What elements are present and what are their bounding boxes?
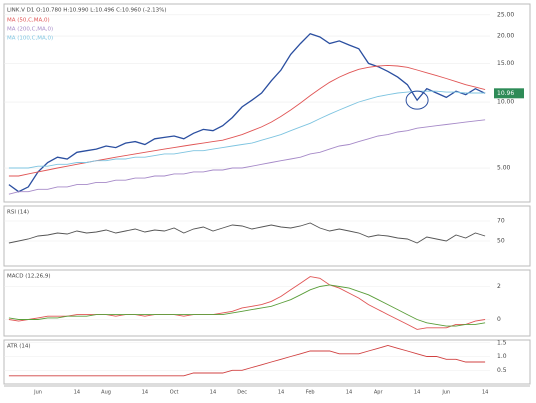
panel-frame (3, 205, 531, 267)
price-tag-label: 10.96 (497, 90, 514, 97)
legend-entry: MA (200,C,MA,0) (7, 27, 53, 33)
y-tick-label: 10.00 (497, 99, 514, 106)
series-line (8, 32, 486, 193)
panel-title: RSI (14) (7, 210, 29, 216)
x-tick-label: 14 (482, 390, 488, 396)
y-tick-label: 0 (497, 316, 501, 323)
x-tick-label: 14 (346, 390, 352, 396)
y-tick-label: 5.00 (497, 165, 511, 172)
x-tick-label: 14 (210, 390, 216, 396)
y-tick-label: 2 (497, 283, 501, 290)
price-tag (494, 88, 524, 99)
y-tick-label: 50 (497, 238, 505, 245)
panel-frame (3, 3, 531, 203)
panel-title: LINK.V D1 O:10.780 H:10.990 L:10.496 C:1… (7, 8, 167, 14)
x-tick-label: Dec (237, 390, 247, 396)
y-tick-label: 20.00 (497, 33, 514, 40)
x-tick-label: 14 (142, 390, 148, 396)
panel-frame (3, 269, 531, 337)
x-tick-label: Apr (374, 390, 384, 396)
series-line (8, 284, 486, 327)
panel-title: MACD (12,26,9) (7, 274, 51, 280)
series-line (8, 90, 486, 169)
panel-frame (3, 339, 531, 385)
y-tick-label: 1.0 (497, 353, 507, 360)
y-tick-label: 0.5 (497, 367, 507, 374)
x-tick-label: Jun (33, 390, 42, 396)
y-tick-label: 15.00 (497, 60, 514, 67)
panel-title: ATR (14) (7, 344, 31, 350)
highlight-circle (405, 90, 429, 110)
x-tick-label: 14 (414, 390, 420, 396)
legend-entry: MA (50,C,MA,0) (7, 18, 50, 24)
x-tick-label: Jun (441, 390, 450, 396)
y-tick-label: 70 (497, 218, 505, 225)
y-tick-label: 25.00 (497, 11, 514, 18)
series-line (8, 222, 486, 244)
legend-entry: MA (100,C,MA,0) (7, 36, 53, 42)
series-line (8, 276, 486, 330)
x-tick-label: 14 (74, 390, 80, 396)
series-line (8, 119, 486, 195)
x-tick-label: Feb (306, 390, 315, 396)
x-tick-label: Aug (101, 390, 111, 396)
series-line (8, 345, 486, 377)
x-tick-label: 14 (278, 390, 284, 396)
y-tick-label: 1.5 (497, 339, 507, 346)
x-tick-label: Oct (170, 390, 179, 396)
